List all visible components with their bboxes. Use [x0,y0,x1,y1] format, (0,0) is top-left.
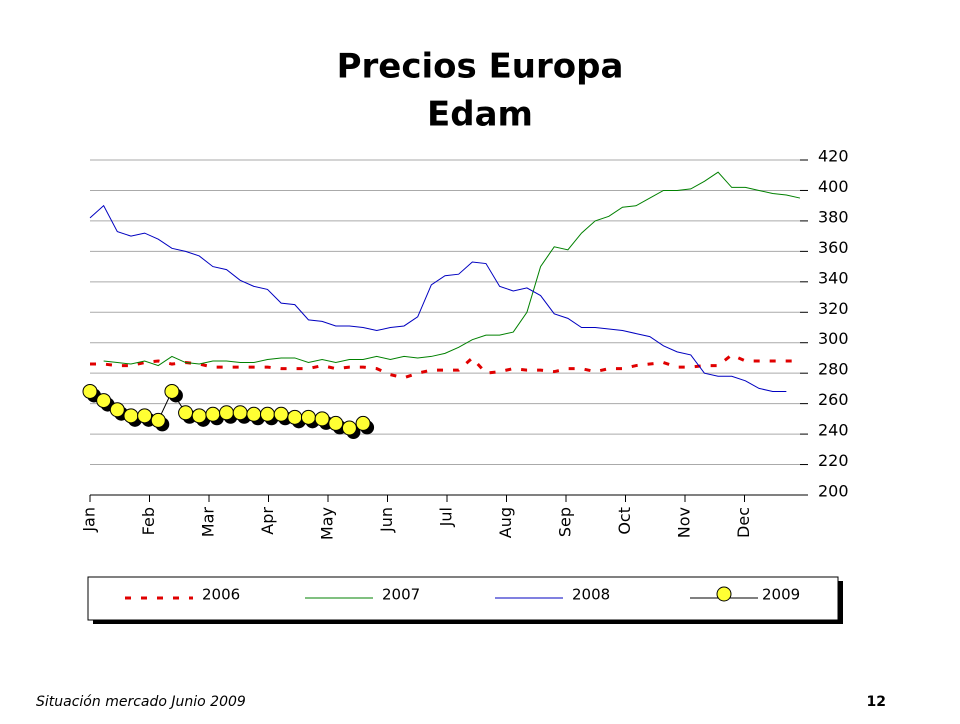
series-line [90,353,800,380]
marker [328,415,344,431]
y-tick-label: 240 [818,421,849,440]
marker [191,408,207,424]
y-tick-label: 280 [818,360,849,379]
x-tick-label: May [318,507,337,540]
marker [287,409,303,425]
marker [355,415,371,431]
marker [232,405,248,421]
marker [123,408,139,424]
x-tick-label: Apr [258,507,277,535]
x-tick-label: Dec [734,507,753,538]
chart-title: Precios Europa [337,47,624,87]
marker [109,402,125,418]
x-tick-label: Jul [437,507,456,527]
x-tick-label: Oct [615,507,634,535]
y-tick-label: 220 [818,451,849,470]
series-line [89,204,787,392]
marker [246,406,262,422]
marker [164,383,180,399]
x-tick-label: Jan [80,507,99,533]
y-tick-label: 200 [818,482,849,501]
x-tick-label: Nov [675,507,694,538]
marker [205,406,221,422]
marker [219,405,235,421]
marker [314,411,330,427]
y-tick-label: 420 [818,147,849,166]
marker [178,405,194,421]
marker [260,406,275,422]
y-tick-label: 400 [818,177,849,196]
legend-label: 2009 [762,586,800,604]
marker [96,393,112,409]
x-tick-label: Mar [199,507,218,538]
x-tick-label: Jun [377,507,396,533]
marker [300,409,316,425]
y-tick-label: 320 [818,299,849,318]
legend-label: 2007 [382,586,420,604]
x-tick-label: Aug [496,507,515,538]
chart-subtitle: Edam [427,95,533,135]
series-line [103,171,801,367]
y-tick-label: 260 [818,390,849,409]
marker [82,383,98,399]
y-tick-label: 380 [818,207,849,226]
x-tick-label: Feb [139,507,158,535]
footer: Situación mercado Junio 2009 [36,694,246,710]
x-tick-label: Sep [556,507,575,537]
y-tick-label: 300 [818,329,849,348]
legend-marker [716,586,732,602]
y-tick-label: 340 [818,268,849,287]
legend-label: 2008 [572,586,610,604]
marker [273,406,289,422]
legend-label: 2006 [202,586,240,604]
marker [341,420,357,436]
marker [150,412,166,428]
marker [137,408,153,424]
page-number: 12 [867,694,886,710]
y-tick-label: 360 [818,238,849,257]
